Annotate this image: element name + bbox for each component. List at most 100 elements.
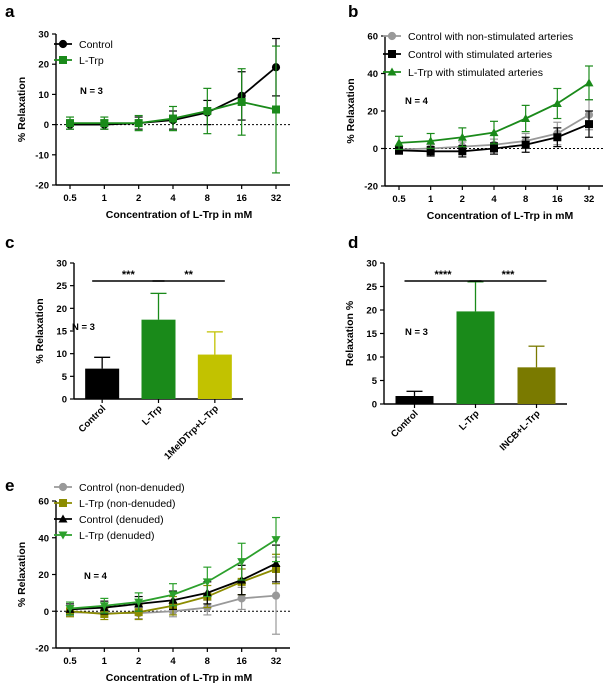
- y-tick-label: 10: [56, 349, 67, 360]
- x-tick-label: 8: [523, 194, 528, 205]
- series-2: L-Trp with stimulated arteries: [383, 65, 594, 151]
- chart-d: d 0 5 10 15 20 25 30 Relaxation % N = 3 Control L-T…: [344, 233, 567, 453]
- data-point: [271, 536, 281, 545]
- legend-marker: [388, 50, 396, 58]
- data-point: [552, 99, 562, 107]
- bar-0: [85, 368, 120, 399]
- data-point: [168, 591, 178, 600]
- data-point: [490, 144, 498, 153]
- y-tick-label: 20: [367, 107, 378, 118]
- y-tick-label: 5: [62, 372, 68, 383]
- data-point: [395, 146, 403, 155]
- data-point: [237, 97, 246, 106]
- x-tick-label: 0.5: [392, 194, 406, 205]
- x-tick-label: L-Trp: [457, 408, 482, 433]
- y-axis-title: % Relaxation: [34, 298, 46, 363]
- data-point: [237, 558, 247, 567]
- x-tick-label: 32: [271, 656, 282, 667]
- legend-label: L-Trp with stimulated arteries: [408, 67, 543, 79]
- sample-size-label: N = 4: [84, 571, 108, 582]
- y-tick-label: 25: [366, 282, 377, 293]
- y-tick-label: 10: [38, 90, 49, 101]
- x-tick-label: INCB+L-Trp: [498, 408, 543, 453]
- legend-marker: [58, 514, 68, 523]
- legend-label: L-Trp (non-denuded): [79, 498, 176, 510]
- x-tick-label: 0.5: [63, 193, 77, 204]
- x-tick-label: 8: [205, 656, 210, 667]
- y-tick-label: 30: [38, 30, 49, 41]
- sample-size-label: N = 3: [80, 86, 103, 97]
- y-tick-label: -20: [364, 182, 378, 193]
- chart-c: c 0 5 10 15 20 25 30 % Relaxation N = 3 Control L-T…: [5, 233, 243, 462]
- x-tick-label: Control: [389, 408, 421, 440]
- y-tick-label: 60: [367, 32, 378, 43]
- data-point: [489, 128, 499, 137]
- x-tick-label: 2: [460, 194, 465, 205]
- data-point: [99, 602, 109, 611]
- panel-label-c: c: [5, 233, 14, 252]
- chart-e: e -20 0 20 40 60 0.5 1 2 4 8 16 32 Concentration of L…: [5, 476, 290, 684]
- y-tick-label: 40: [38, 533, 49, 544]
- legend-marker: [58, 39, 68, 49]
- y-axis-title: % Relaxation: [345, 78, 357, 143]
- data-point: [521, 114, 531, 122]
- y-tick-label: 10: [366, 353, 377, 364]
- bar-0: [395, 396, 434, 404]
- data-point: [458, 147, 467, 156]
- data-point: [585, 120, 593, 129]
- data-point: [237, 594, 246, 603]
- chart-b: b -20 0 20 40 60 0.5 1 2 4 8 16 32 Concentration of L…: [345, 2, 603, 222]
- x-axis-title: Concentration of L-Trp in mM: [427, 210, 574, 222]
- legend-marker: [387, 31, 397, 41]
- data-point: [271, 591, 281, 600]
- significance-label: ****: [434, 269, 452, 281]
- y-tick-label: 20: [38, 570, 49, 581]
- y-tick-label: 15: [366, 329, 377, 340]
- bar-2: [517, 367, 556, 404]
- data-point: [521, 140, 530, 149]
- data-point: [272, 105, 280, 114]
- x-tick-label: 1: [428, 194, 434, 205]
- series-1: L-Trp: [54, 45, 280, 174]
- x-tick-label: 16: [236, 656, 247, 667]
- data-point: [100, 119, 109, 128]
- data-point: [457, 132, 467, 141]
- sample-size-label: N = 3: [405, 327, 428, 338]
- data-point: [553, 133, 562, 142]
- y-tick-label: 5: [372, 376, 378, 387]
- bar-2: [197, 354, 232, 399]
- bar-1: [456, 311, 495, 404]
- sample-size-label: N = 4: [405, 96, 429, 107]
- legend-marker: [58, 482, 68, 492]
- series-0: Control: [54, 37, 281, 130]
- x-tick-label: 1MeIDTrp+L-Trp: [162, 403, 221, 462]
- y-tick-label: 60: [38, 497, 49, 508]
- y-tick-label: 0: [62, 395, 67, 406]
- x-tick-label: L-Trp: [140, 403, 165, 428]
- x-tick-label: 8: [205, 193, 210, 204]
- legend-marker: [387, 67, 397, 76]
- y-tick-label: 0: [372, 400, 377, 411]
- x-tick-label: 1: [102, 656, 108, 667]
- data-point: [203, 107, 212, 116]
- bar-1: [141, 319, 176, 399]
- y-tick-label: 30: [56, 259, 67, 270]
- legend-label: Control: [79, 39, 113, 51]
- legend-label: Control (denuded): [79, 514, 164, 526]
- panel-label-e: e: [5, 476, 14, 495]
- x-axis-title: Concentration of L-Trp in mM: [106, 672, 253, 684]
- data-point: [584, 78, 594, 87]
- significance-label: ***: [502, 269, 516, 281]
- significance-label: **: [184, 269, 193, 281]
- y-tick-label: 0: [44, 607, 49, 618]
- y-tick-label: -20: [35, 644, 49, 655]
- y-tick-label: 20: [38, 60, 49, 71]
- data-point: [169, 114, 177, 123]
- y-tick-label: 0: [373, 144, 378, 155]
- y-axis-title: Relaxation %: [344, 300, 356, 366]
- x-tick-label: 2: [136, 193, 141, 204]
- x-tick-label: 4: [170, 193, 176, 204]
- legend-label: L-Trp (denuded): [79, 530, 154, 542]
- significance-label: ***: [122, 269, 136, 281]
